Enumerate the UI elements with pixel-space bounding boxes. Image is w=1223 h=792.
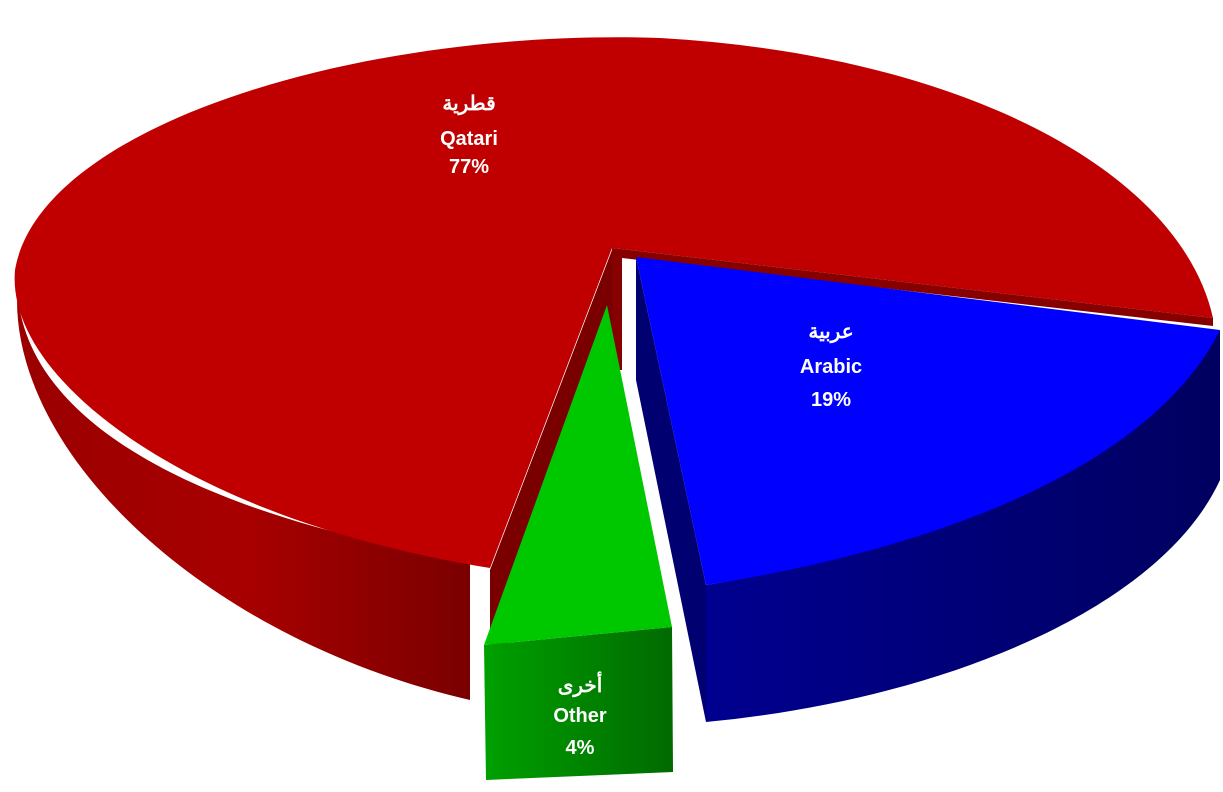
label-qatari-en: Qatari <box>440 128 498 150</box>
label-arabic-en: Arabic <box>800 356 862 378</box>
slice-group-other <box>484 305 673 780</box>
label-other-value: 4% <box>566 737 595 759</box>
slice-edge-qatari <box>612 248 1213 370</box>
slice-top-arabic <box>636 257 1220 585</box>
label-qatari-ar: قطرية <box>442 93 495 116</box>
label-other: أخرى Other 4% <box>553 671 607 759</box>
label-arabic: عربية Arabic 19% <box>800 321 862 411</box>
slice-top-qatari <box>14 37 1214 569</box>
label-qatari-value: 77% <box>449 156 489 178</box>
slice-group-arabic <box>636 257 1220 722</box>
label-arabic-ar: عربية <box>808 321 853 344</box>
slice-side-qatari <box>17 280 470 700</box>
slice-side-other <box>484 627 673 780</box>
slice-side-arabic <box>706 330 1220 722</box>
label-other-ar: أخرى <box>558 671 603 698</box>
label-qatari: قطرية Qatari 77% <box>440 93 498 178</box>
label-arabic-value: 19% <box>811 389 851 411</box>
slice-top-other <box>484 305 672 645</box>
slice-inner-wall-arabic <box>636 257 706 722</box>
label-other-en: Other <box>553 705 607 727</box>
